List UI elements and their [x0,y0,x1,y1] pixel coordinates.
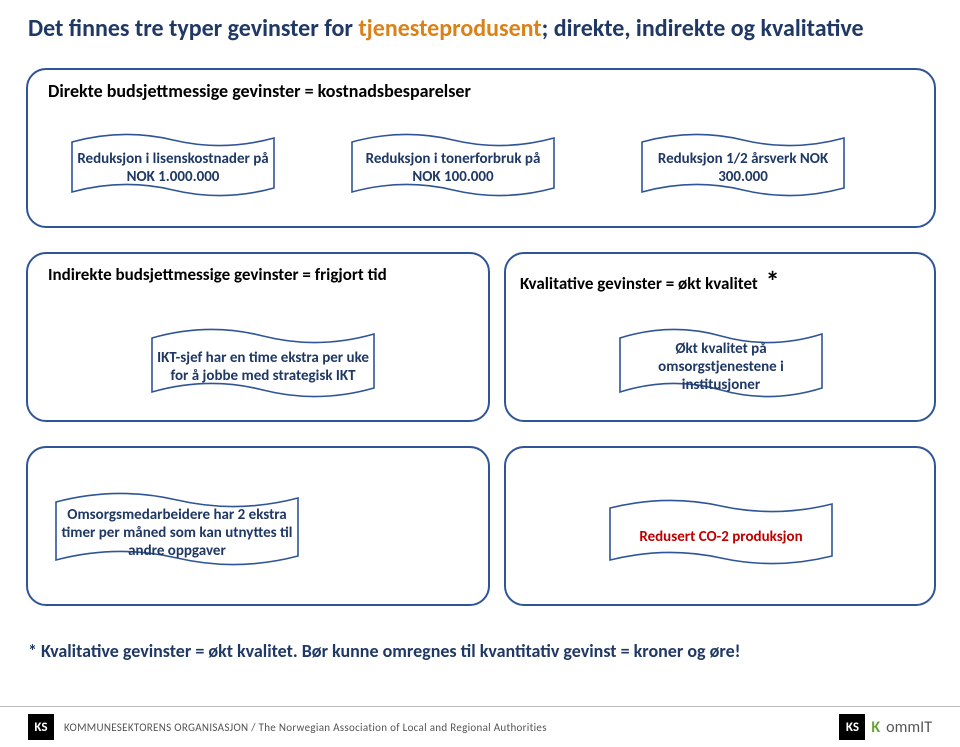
footer: KS KOMMUNESEKTORENS ORGANISASJON / The N… [0,706,960,747]
indirect-gains-box-1: Indirekte budsjettmessige gevinster = fr… [26,252,490,422]
ks-square-icon: KS [28,714,54,740]
quality-gains-box-1: Kvalitative gevinster = økt kvalitet * Ø… [504,252,936,422]
asterisk-icon: * [766,264,780,299]
banner-co2: Redusert CO-2 produksjon [606,490,836,572]
kommit-rest: ommIT [886,718,932,737]
banner-license-text: Reduksjon i lisenskostnader på NOK 1.000… [76,142,270,194]
direct-gains-header: Direkte budsjettmessige gevinster = kost… [48,80,471,102]
banner-quality-care-text: Økt kvalitet på omsorgstjenestene i inst… [624,338,818,396]
banner-toner-text: Reduksjon i tonerforbruk på NOK 100.000 [356,142,550,194]
title-pre: Det finnes tre typer gevinster for [28,14,358,43]
banner-quality-care: Økt kvalitet på omsorgstjenestene i inst… [616,318,826,406]
direct-gains-box: Direkte budsjettmessige gevinster = kost… [26,68,936,228]
kommit-k: K [871,718,880,737]
banner-co2-text: Redusert CO-2 produksjon [614,512,828,562]
ks-org-text: KOMMUNESEKTORENS ORGANISASJON / The Norw… [64,721,547,734]
banner-ikt-text: IKT-sjef har en time ekstra per uke for … [156,338,370,396]
quality-header-text: Kvalitative gevinster = økt kvalitet [520,273,758,294]
kommit-logo: KS KommIT [839,714,932,740]
quality-gains-header: Kvalitative gevinster = økt kvalitet * [520,264,780,299]
indirect-gains-box-2: Omsorgsmedarbeidere har 2 ekstra timer p… [26,446,490,606]
footnote: * Kvalitative gevinster = økt kvalitet. … [28,640,741,662]
banner-license: Reduksjon i lisenskostnader på NOK 1.000… [68,124,278,204]
banner-fte-text: Reduksjon 1/2 årsverk NOK 300.000 [646,142,840,194]
title-highlight: tjenesteprodusent [358,14,541,43]
banner-fte: Reduksjon 1/2 årsverk NOK 300.000 [638,124,848,204]
title-post: ; direkte, indirekte og kvalitative [542,14,864,43]
ks-logo: KS KOMMUNESEKTORENS ORGANISASJON / The N… [28,714,547,740]
page-title: Det finnes tre typer gevinster for tjene… [28,14,864,43]
banner-ikt: IKT-sjef har en time ekstra per uke for … [148,318,378,406]
ks-square-icon: KS [839,714,865,740]
indirect-gains-header: Indirekte budsjettmessige gevinster = fr… [48,264,387,285]
banner-omsorg-text: Omsorgsmedarbeidere har 2 ekstra timer p… [60,502,294,564]
quality-gains-box-2: Redusert CO-2 produksjon [504,446,936,606]
banner-omsorg: Omsorgsmedarbeidere har 2 ekstra timer p… [52,482,302,574]
banner-toner: Reduksjon i tonerforbruk på NOK 100.000 [348,124,558,204]
